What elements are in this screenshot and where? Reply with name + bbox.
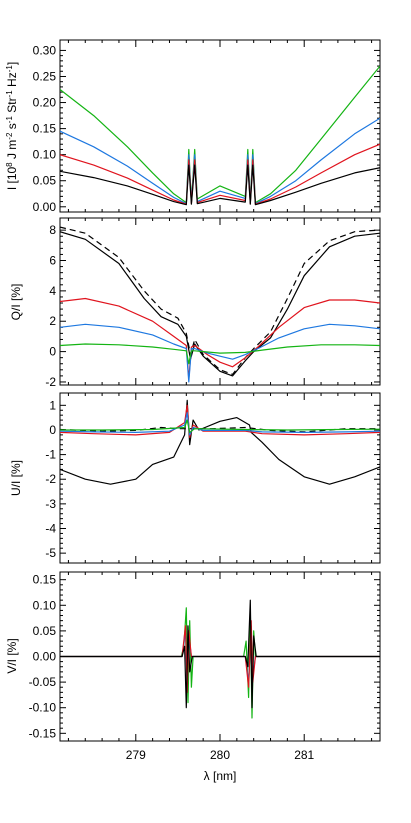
series-line-black (60, 399, 380, 485)
panel-frame (59, 217, 381, 386)
y-tick-label: 1 (49, 398, 56, 412)
x-ticks-v: 279 280 281 (67, 572, 373, 762)
series-line-black (60, 231, 380, 377)
series-line-green (60, 65, 380, 204)
y-tick-label: -3 (45, 497, 56, 511)
panel-intensity: 0.00 0.05 0.10 0.15 0.20 0.25 0.30 I [108 J m-… (5, 39, 381, 214)
x-tick-label: 280 (210, 748, 230, 762)
series-line-blue (60, 117, 380, 205)
y-tick-label: 0.25 (33, 69, 57, 83)
y-tick-label: 4 (49, 284, 56, 298)
y-tick-label: 0.00 (33, 650, 57, 664)
x-tick-label: 279 (126, 748, 146, 762)
y-tick-label: -4 (45, 522, 56, 536)
y-tick-label: 0.15 (33, 122, 57, 136)
panel-q-over-i: -2 0 2 4 6 8 Q/I [%] (9, 217, 381, 389)
y-tick-label: 8 (49, 223, 56, 237)
y-axis-label-intensity: I [108 J m-2 s-1 Str-1 Hz-1] (5, 62, 20, 190)
y-tick-label: 0.05 (33, 174, 57, 188)
y-tick-label: 0.00 (33, 200, 57, 214)
y-tick-label: -0.10 (29, 701, 57, 715)
x-axis-label: λ [nm] (204, 769, 237, 783)
y-tick-label: 0.30 (33, 43, 57, 57)
series-intensity (60, 65, 380, 206)
y-ticks-intensity: 0.00 0.05 0.10 0.15 0.20 0.25 0.30 (33, 43, 380, 214)
series-line-black-dashed (60, 226, 380, 375)
series-u (60, 399, 380, 485)
y-tick-label: 0.15 (33, 573, 57, 587)
y-tick-label: -0.15 (29, 726, 57, 740)
y-tick-label: 0 (49, 423, 56, 437)
y-ticks-q: -2 0 2 4 6 8 (45, 223, 380, 389)
series-line-black (60, 599, 380, 709)
series-v (60, 599, 380, 719)
y-tick-label: -5 (45, 546, 56, 560)
y-tick-label: 0.20 (33, 96, 57, 110)
y-tick-label: -2 (45, 472, 56, 486)
series-line-red (60, 297, 380, 380)
series-line-blue (60, 323, 380, 383)
x-tick-label: 281 (294, 748, 314, 762)
y-tick-label: -0.05 (29, 675, 57, 689)
series-line-red (60, 143, 380, 205)
y-tick-label: 0.10 (33, 598, 57, 612)
x-ticks-intensity (67, 40, 373, 212)
y-ticks-v: -0.15 -0.10 -0.05 0.00 0.05 0.10 0.15 (29, 573, 380, 740)
y-axis-label-q: Q/I [%] (9, 284, 23, 321)
y-tick-label: -1 (45, 448, 56, 462)
y-tick-label: 6 (49, 254, 56, 268)
x-ticks-u (67, 393, 373, 563)
y-axis-label-v: V/I [%] (5, 638, 19, 673)
series-q (60, 226, 380, 383)
y-tick-label: -2 (45, 375, 56, 389)
y-tick-label: 0.10 (33, 148, 57, 162)
series-line-green (60, 419, 380, 433)
series-line-black (60, 164, 380, 206)
y-tick-label: 0 (49, 345, 56, 359)
y-tick-label: 2 (49, 314, 56, 328)
panel-frame (59, 392, 381, 564)
y-axis-label-u: U/I [%] (9, 460, 23, 496)
panel-v-over-i: -0.15 -0.10 -0.05 0.00 0.05 0.10 0.15 279 280 28… (5, 571, 381, 762)
x-ticks-q (67, 218, 373, 385)
series-line-green (60, 607, 380, 719)
panel-u-over-i: -5 -4 -3 -2 -1 0 1 U/I [%] (9, 392, 381, 564)
y-ticks-u: -5 -4 -3 -2 -1 0 1 (45, 398, 380, 560)
y-tick-label: 0.05 (33, 624, 57, 638)
series-line-green (60, 343, 380, 365)
